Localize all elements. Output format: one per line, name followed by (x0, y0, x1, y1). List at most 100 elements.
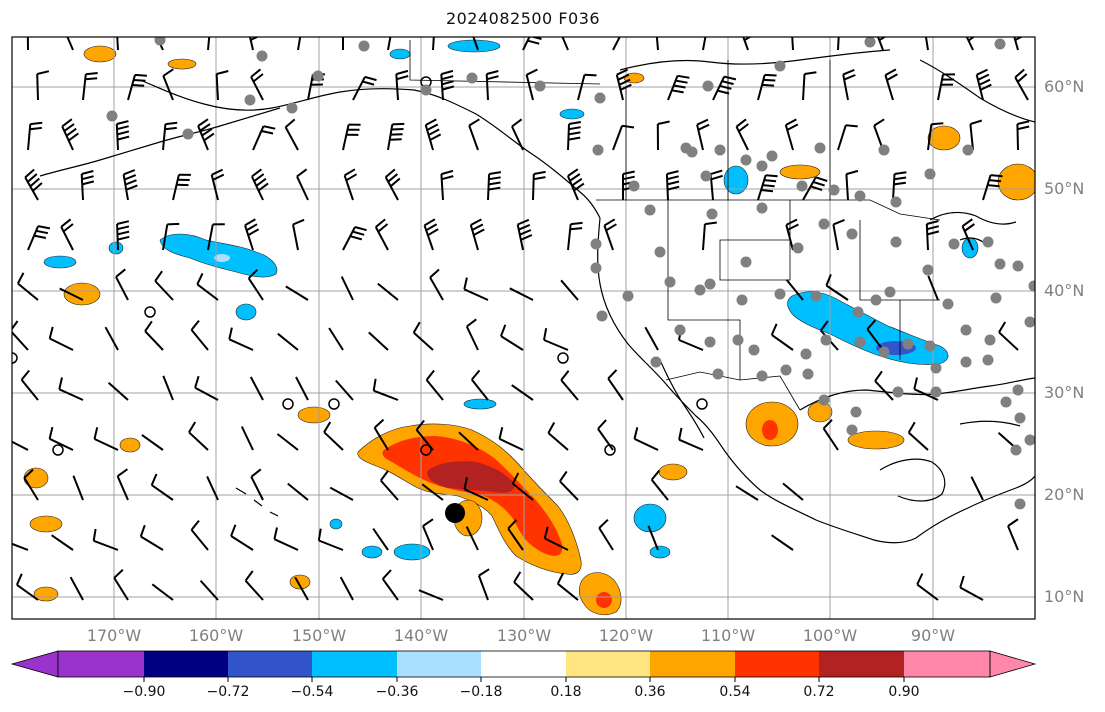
wind-barb (1014, 68, 1029, 101)
station-marker (1010, 444, 1022, 456)
wind-barb (487, 171, 502, 201)
wind-barb (115, 120, 130, 151)
wind-barb (277, 332, 299, 351)
anomaly-negative-patch (329, 518, 343, 530)
lat-label-40n: 40°N (1044, 281, 1085, 300)
station-marker (890, 236, 902, 248)
anomaly-negative-patch (723, 165, 749, 195)
wind-barb (116, 37, 119, 51)
station-marker (796, 180, 808, 192)
station-marker (756, 370, 768, 382)
station-marker (850, 406, 862, 418)
colorbar-tick-label: −0.18 (459, 684, 503, 700)
calm-wind-circle (144, 306, 156, 318)
station-marker (706, 208, 718, 220)
wind-barb (93, 427, 119, 451)
anomaly-positive-patch (658, 463, 688, 481)
wind-barb (770, 323, 794, 351)
wind-barb (372, 378, 399, 401)
station-marker (358, 40, 370, 52)
station-marker (594, 92, 606, 104)
anomaly-positive-patch (167, 58, 197, 70)
calm-wind-circle (52, 444, 64, 456)
wind-barb (509, 287, 534, 301)
calm-wind-circle (557, 352, 569, 364)
wind-barb (525, 68, 538, 101)
wind-barb (199, 580, 219, 601)
wind-barb (12, 440, 29, 451)
station-marker (942, 298, 954, 310)
wind-barb (925, 220, 940, 251)
station-marker (592, 144, 604, 156)
wind-barb (340, 276, 354, 301)
station-marker (810, 290, 822, 302)
wind-barb (771, 534, 794, 551)
wind-barb (244, 218, 260, 251)
wind-barb (802, 71, 817, 101)
wind-barb (368, 331, 389, 351)
aleutians (39, 107, 281, 177)
wind-barb (424, 118, 442, 151)
wind-barb (23, 468, 39, 501)
lat-label-30n: 30°N (1044, 383, 1085, 402)
wind-barb (567, 121, 581, 151)
wind-barb (27, 121, 43, 151)
station-marker (654, 246, 666, 258)
wind-barb (342, 226, 367, 251)
wind-barb (206, 475, 219, 501)
wind-barb (151, 583, 174, 601)
wind-barb (927, 275, 939, 301)
wind-barb (172, 173, 191, 201)
wind-barb (162, 222, 180, 251)
station-marker (766, 150, 778, 162)
wind-barb (970, 476, 984, 501)
hawaii (235, 487, 279, 517)
wind-barb (244, 570, 264, 601)
wind-barb (429, 268, 444, 301)
station-marker (700, 170, 712, 182)
wind-barb (139, 524, 164, 551)
wind-barb (339, 576, 354, 601)
wind-barb (702, 221, 717, 251)
station-marker (628, 180, 640, 192)
lon-label-170w: 170°W (86, 626, 142, 645)
wind-barb (48, 426, 74, 451)
colorbar-tick-label: 0.90 (888, 684, 920, 700)
wind-barb (709, 169, 723, 201)
station-marker (818, 218, 830, 230)
colorbar-outline (57, 650, 991, 678)
anomaly-negative-pacific-light (214, 254, 230, 262)
station-marker (256, 50, 268, 62)
colorbar-segment (735, 651, 819, 677)
wind-barb (965, 37, 976, 51)
colorbar-over-arrow (989, 650, 1037, 678)
station-marker (864, 37, 876, 48)
station-marker (704, 278, 716, 290)
borders (409, 40, 941, 411)
wind-barb (116, 468, 129, 501)
colorbar-tick-label: −0.36 (375, 684, 419, 700)
wind-barb (210, 168, 225, 201)
lon-label-120w: 120°W (598, 626, 654, 645)
hudson-bay (919, 59, 1035, 123)
anomaly-positive-south-core (596, 592, 612, 608)
wind-barb (92, 528, 119, 551)
anomaly-positive-mid (382, 436, 563, 556)
station-marker (756, 160, 768, 172)
lon-label-130w: 130°W (496, 626, 552, 645)
wind-barb (837, 37, 840, 51)
wind-barb (162, 375, 174, 401)
anomaly-positive-patch (29, 515, 63, 533)
wind-barb (240, 426, 254, 451)
wind-barb (845, 169, 859, 201)
wind-barb (647, 525, 659, 551)
wind-barb (115, 268, 129, 301)
wind-barb (250, 468, 264, 501)
lat-label-50n: 50°N (1044, 179, 1085, 198)
station-marker (854, 190, 866, 202)
wind-barb (384, 168, 401, 201)
wind-barb (566, 168, 585, 201)
wind-barb (560, 370, 579, 401)
wind-barb (832, 218, 845, 251)
anomaly-positive-patch (83, 45, 117, 63)
